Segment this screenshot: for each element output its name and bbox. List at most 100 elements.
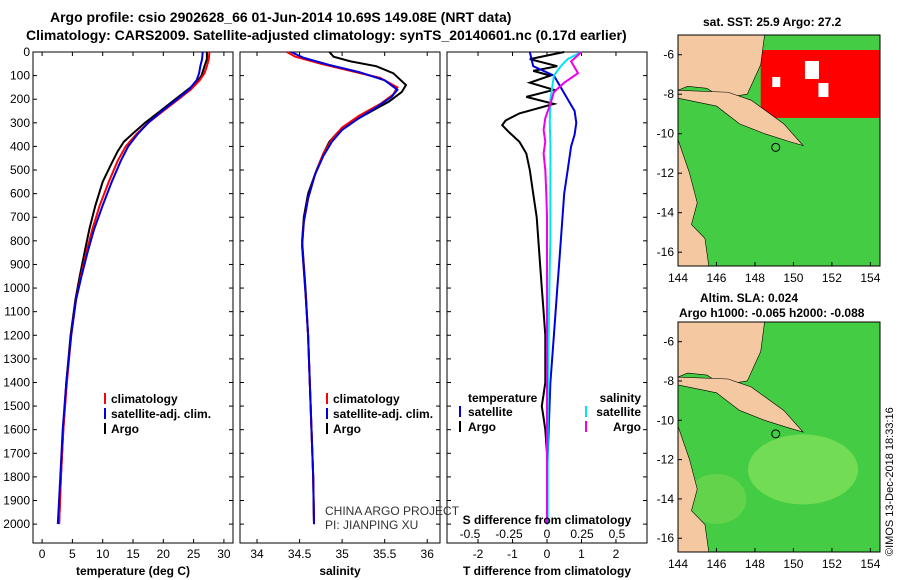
lon-tick-label: 154: [860, 557, 880, 571]
y-tick-label: 800: [10, 234, 30, 248]
legend-label: satellite-adj. clim.: [111, 407, 211, 421]
sla-map: [677, 321, 881, 553]
annotation-pi: PI: JIANPING XU: [325, 518, 418, 532]
lat-tick-label: -6: [663, 48, 674, 62]
lat-tick-label: -10: [657, 127, 675, 141]
lon-tick-label: 144: [668, 557, 688, 571]
x-tick-label: 35: [335, 547, 349, 561]
legend-label: climatology: [111, 392, 178, 406]
y-tick-label: 900: [10, 257, 30, 271]
x-tick-label: 34.5: [288, 547, 312, 561]
secondary-tick-label: -0.25: [495, 527, 523, 541]
legend-label: salinity: [600, 391, 642, 405]
x-tick-label: 35.5: [373, 547, 397, 561]
x-tick-label: 30: [217, 547, 231, 561]
lat-tick-label: -12: [657, 166, 675, 180]
legend-label: Argo: [333, 422, 361, 436]
y-tick-label: 1800: [3, 470, 30, 484]
y-tick-label: 1100: [4, 305, 30, 319]
lon-tick-label: 154: [860, 271, 880, 285]
x-tick-label: 1: [578, 547, 585, 561]
x-tick-label: 34: [250, 547, 264, 561]
land-papua-coast: [677, 376, 804, 433]
legend-label: satellite-adj. clim.: [333, 407, 433, 421]
series-line: [528, 51, 578, 525]
legend-label: temperature: [468, 391, 538, 405]
x-tick-label: -1: [507, 547, 518, 561]
lon-tick-label: 148: [745, 557, 765, 571]
credit-text: ©IMOS 13-Dec-2018 18:33:16: [884, 407, 896, 556]
sla-blob: [748, 434, 859, 505]
x-tick-label: 15: [126, 547, 140, 561]
x-tick-label: 0: [544, 547, 551, 561]
x-tick-label: 0: [39, 547, 46, 561]
missing-data-patch: [804, 61, 819, 79]
y-tick-label: 1700: [3, 446, 30, 460]
sla-blob: [686, 473, 747, 524]
series-line: [500, 51, 565, 525]
x-axis-label: temperature (deg C): [76, 564, 190, 578]
lat-tick-label: -10: [657, 413, 675, 427]
lat-tick-label: -6: [663, 335, 674, 349]
legend-label: climatology: [333, 392, 400, 406]
y-tick-label: 1400: [3, 375, 30, 389]
sla-map-subtitle: Argo h1000: -0.065 h2000: -0.088: [679, 306, 865, 320]
lat-tick-label: -12: [657, 453, 675, 467]
y-tick-label: 600: [10, 187, 30, 201]
y-tick-label: 1000: [3, 281, 30, 295]
series-line: [542, 51, 583, 525]
missing-data-patch: [772, 77, 781, 87]
secondary-tick-label: 0.25: [570, 527, 594, 541]
lat-tick-label: -14: [657, 206, 675, 220]
panel-frame-salinity: [239, 51, 441, 544]
x-tick-label: 36: [421, 547, 435, 561]
x-tick-label: 25: [187, 547, 201, 561]
legend-label: satellite: [596, 405, 641, 419]
lat-tick-label: -16: [657, 531, 675, 545]
lon-tick-label: 146: [706, 271, 726, 285]
x-tick-label: -2: [473, 547, 484, 561]
legend-label: Argo: [111, 422, 139, 436]
lat-tick-label: -8: [663, 374, 674, 388]
series-line: [290, 51, 399, 525]
y-tick-label: 700: [10, 210, 30, 224]
y-tick-label: 0: [23, 45, 30, 59]
lon-tick-label: 150: [783, 271, 803, 285]
secondary-axis-label: S difference from climatology: [463, 513, 632, 527]
y-tick-label: 1300: [3, 352, 30, 366]
y-tick-label: 1200: [3, 328, 30, 342]
sla-map-title: Altim. SLA: 0.024: [700, 291, 799, 305]
x-axis-label: salinity: [319, 564, 361, 578]
y-tick-label: 1600: [3, 423, 30, 437]
legend-label: satellite: [468, 405, 513, 419]
lon-tick-label: 148: [745, 271, 765, 285]
y-tick-label: 200: [10, 92, 30, 106]
y-tick-label: 100: [10, 69, 30, 83]
lon-tick-label: 144: [668, 271, 688, 285]
x-tick-label: 5: [69, 547, 76, 561]
float-marker: [771, 429, 781, 439]
annotation-project: CHINA ARGO PROJECT: [325, 504, 460, 518]
legend-label: Argo: [468, 420, 496, 434]
y-tick-label: 400: [10, 139, 30, 153]
lon-tick-label: 152: [822, 557, 842, 571]
secondary-tick-label: 0.5: [609, 527, 626, 541]
legend-label: Argo: [613, 420, 641, 434]
x-tick-label: 10: [96, 547, 110, 561]
plot-title-line2: Climatology: CARS2009. Satellite-adjuste…: [26, 27, 627, 43]
y-tick-label: 500: [10, 163, 30, 177]
x-tick-label: 20: [157, 547, 171, 561]
lon-tick-label: 146: [706, 557, 726, 571]
y-tick-label: 1500: [3, 399, 30, 413]
secondary-tick-label: -0.5: [460, 527, 481, 541]
secondary-tick-label: 0: [544, 527, 551, 541]
float-marker: [771, 142, 781, 152]
panel-frame-temperature: [32, 51, 234, 544]
map-frame: [677, 321, 881, 553]
sst-map-title: sat. SST: 25.9 Argo: 27.2: [703, 15, 842, 29]
y-tick-label: 2000: [3, 517, 30, 531]
lat-tick-label: -8: [663, 87, 674, 101]
x-tick-label: 2: [613, 547, 620, 561]
plot-title-line1: Argo profile: csio 2902628_66 01-Jun-201…: [50, 9, 512, 25]
